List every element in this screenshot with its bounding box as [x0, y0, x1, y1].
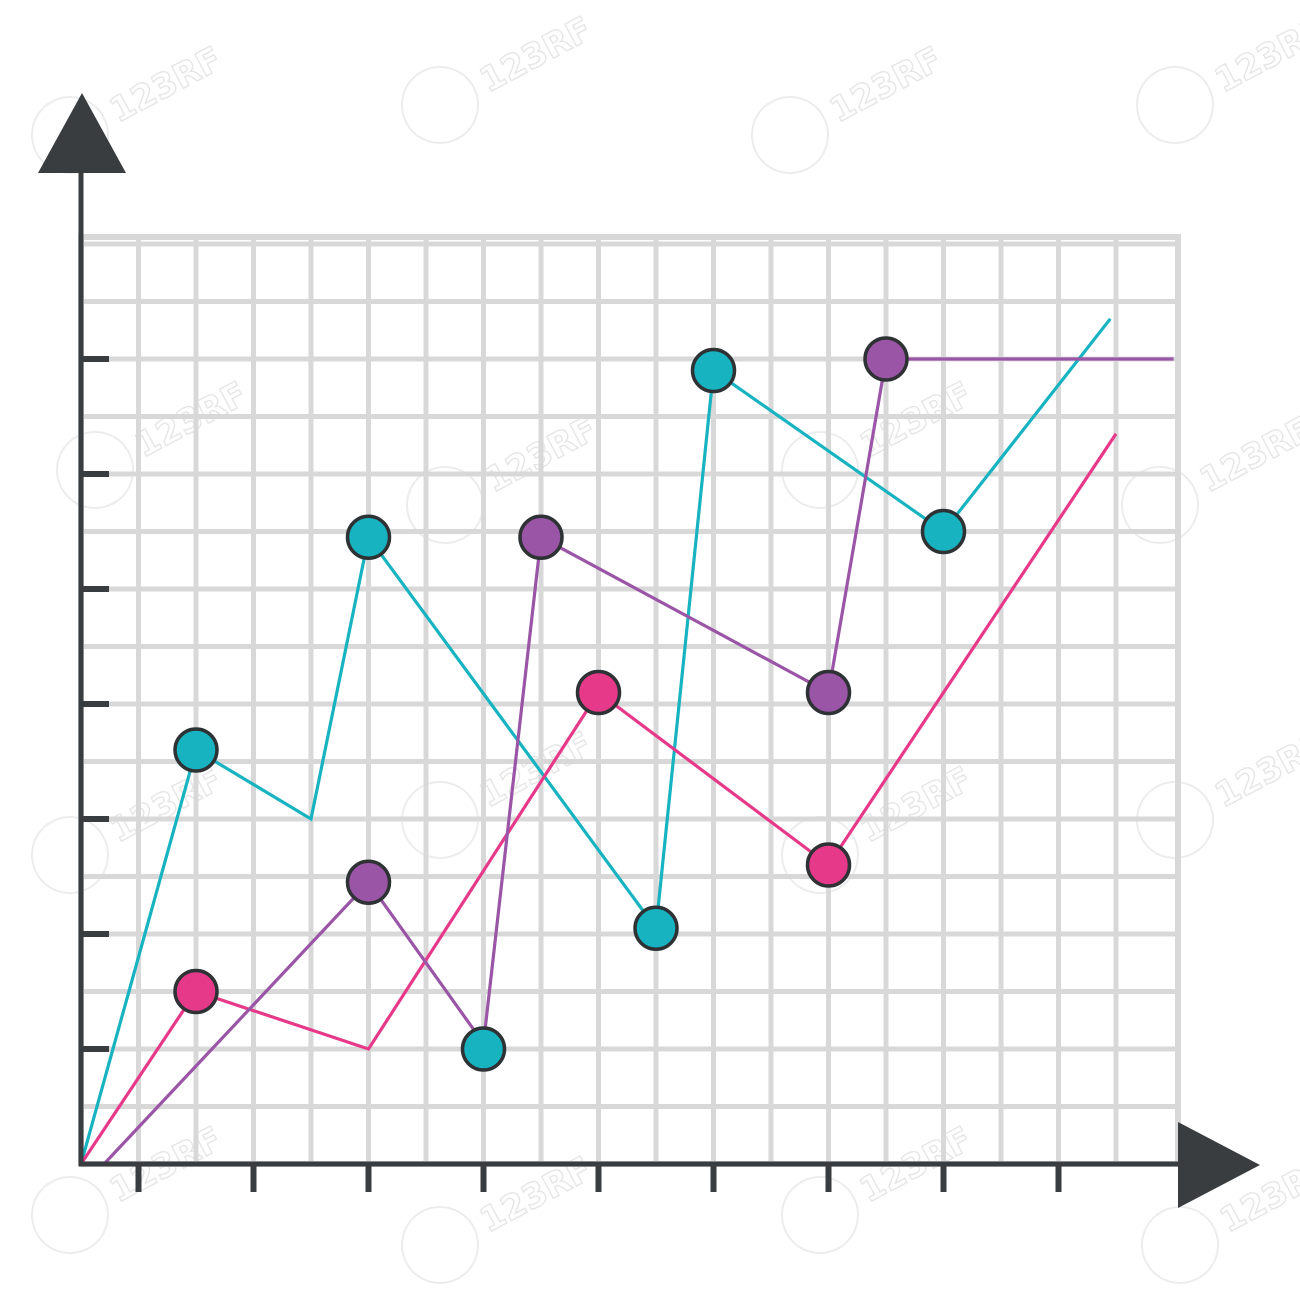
data-point-series-3 — [863, 336, 909, 382]
data-point-series-2 — [575, 669, 622, 716]
series-markers — [173, 336, 967, 1072]
watermark-text: 123RF — [128, 374, 253, 466]
y-axis-arrowhead — [38, 93, 126, 173]
data-point-series-3 — [805, 669, 852, 716]
watermark-camera-icon — [401, 1206, 479, 1284]
watermark: 123RF — [1136, 8, 1300, 144]
watermark: 123RF — [1136, 723, 1300, 859]
watermark-camera-icon — [781, 431, 859, 509]
watermark-camera-icon — [30, 816, 109, 894]
data-point-series-2 — [805, 842, 852, 888]
axes — [38, 93, 1260, 1208]
watermark: 123RF — [401, 8, 599, 144]
data-point-series-3 — [518, 514, 564, 560]
watermark-camera-icon — [401, 781, 479, 859]
watermark: 123RF — [781, 758, 979, 894]
watermark-text: 123RF — [1193, 409, 1300, 501]
data-point-series-1 — [633, 905, 679, 951]
data-point-series-1 — [920, 508, 967, 555]
watermark-camera-icon — [1141, 1206, 1219, 1284]
watermark-camera-icon — [55, 431, 134, 509]
watermark: 123RF — [781, 1118, 979, 1254]
series-lines — [79, 317, 1174, 1166]
watermark-text: 123RF — [853, 759, 978, 851]
watermark-text: 123RF — [473, 724, 598, 816]
watermark-text: 123RF — [473, 9, 598, 101]
watermark-camera-icon — [1136, 66, 1214, 144]
data-point-series-3 — [345, 859, 392, 905]
watermark: 123RF — [55, 373, 254, 509]
watermark: 123RF — [751, 38, 949, 174]
watermark-text: 123RF — [103, 759, 228, 851]
grid — [78, 234, 1181, 1167]
grid-border — [78, 234, 1181, 1167]
data-point-series-1 — [690, 347, 737, 394]
watermark-camera-icon — [751, 96, 829, 174]
watermark-camera-icon — [30, 1176, 109, 1254]
watermark-camera-icon — [1136, 781, 1214, 859]
watermark-text: 123RF — [1208, 724, 1300, 816]
watermark-camera-icon — [781, 1176, 859, 1254]
watermark: 123RF — [401, 1148, 599, 1284]
watermark-text: 123RF — [853, 374, 978, 466]
data-point-series-1 — [345, 514, 392, 560]
x-axis-arrowhead — [1178, 1122, 1260, 1208]
watermark-text: 123RF — [103, 39, 228, 131]
watermark-camera-icon — [401, 66, 479, 144]
data-point-series-2 — [173, 968, 219, 1015]
watermark: 123RF — [781, 373, 979, 509]
data-point-series-1 — [173, 727, 219, 773]
watermark-text: 123RF — [1208, 9, 1300, 101]
watermark: 123RF — [30, 1118, 229, 1254]
watermark-text: 123RF — [823, 39, 948, 131]
series-line-2 — [79, 432, 1118, 1165]
data-point-series-1 — [460, 1026, 507, 1072]
